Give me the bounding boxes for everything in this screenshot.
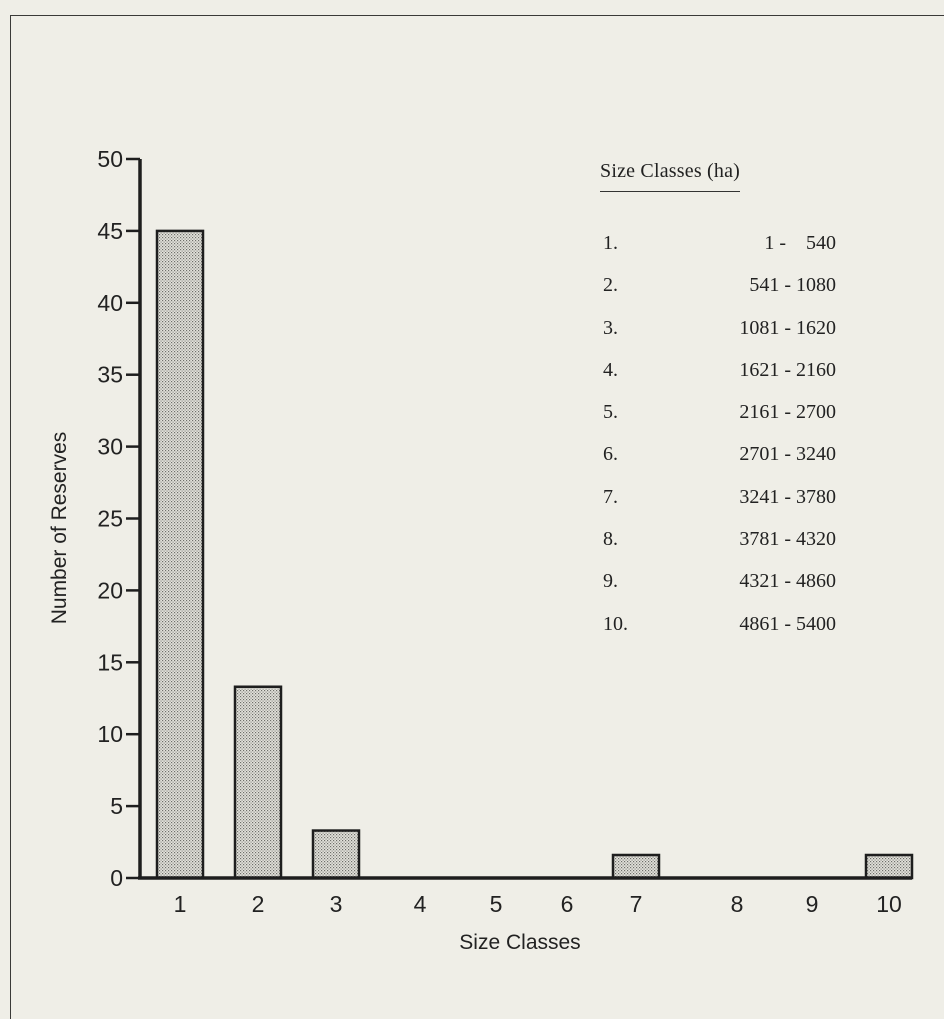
size-class-number: 4. — [603, 358, 618, 381]
y-tick-label: 0 — [110, 865, 123, 891]
size-class-range: 2701 - 3240 — [739, 443, 836, 466]
size-class-number: 5. — [603, 401, 618, 424]
size-class-number: 1. — [603, 232, 618, 254]
bar-class-10 — [864, 853, 914, 880]
bar-class-2 — [233, 685, 283, 880]
size-class-range: 3241 - 3780 — [739, 485, 836, 508]
y-tick-label: 50 — [97, 146, 123, 172]
y-tick-label: 20 — [97, 577, 123, 603]
size-table-row: 7. 3241 - 3780 — [600, 486, 860, 528]
size-table-row: 3. 1081 - 1620 — [600, 317, 860, 359]
x-tick-label: 3 — [330, 891, 343, 917]
x-tick-label: 5 — [490, 891, 503, 917]
size-class-range: 1 - 540 — [764, 232, 836, 254]
x-tick-label: 1 — [174, 891, 187, 917]
bar-class-3 — [311, 829, 361, 880]
x-ticks-group: 1 2 3 4 5 6 7 8 9 10 — [174, 891, 902, 917]
size-classes-table: Size Classes (ha) 1. 1 - 540 2. 541 - 1080 3… — [600, 160, 860, 655]
size-table-rows: 1. 1 - 540 2. 541 - 1080 3. 1081 - 1620 4. 1621… — [600, 232, 860, 655]
y-tick-label: 25 — [97, 506, 123, 532]
size-class-range: 4861 - 5400 — [739, 612, 836, 635]
frame-left-border — [10, 15, 11, 1019]
y-tick-label: 5 — [110, 793, 123, 819]
size-class-number: 6. — [603, 443, 618, 466]
y-tick-label: 35 — [97, 362, 123, 388]
size-class-range: 541 - 1080 — [749, 274, 836, 297]
size-table-row: 9. 4321 - 4860 — [600, 570, 860, 612]
size-table-row: 10. 4861 - 5400 — [600, 613, 860, 655]
y-tick-label: 10 — [97, 721, 123, 747]
y-tick-label: 45 — [97, 218, 123, 244]
size-class-range: 2161 - 2700 — [739, 401, 836, 424]
y-tick-label: 40 — [97, 290, 123, 316]
x-tick-label: 2 — [252, 891, 265, 917]
size-table-row: 2. 541 - 1080 — [600, 274, 860, 316]
size-class-range: 1621 - 2160 — [739, 358, 836, 381]
y-tick-label: 30 — [97, 434, 123, 460]
size-class-range: 3781 - 4320 — [739, 528, 836, 551]
size-table-title: Size Classes (ha) — [600, 160, 741, 192]
size-table-row: 8. 3781 - 4320 — [600, 528, 860, 570]
frame-top-border — [10, 15, 944, 16]
size-table-row: 4. 1621 - 2160 — [600, 359, 860, 401]
size-class-number: 2. — [603, 274, 618, 297]
x-tick-label: 9 — [806, 891, 819, 917]
x-tick-label: 4 — [414, 891, 427, 917]
x-tick-label: 6 — [561, 891, 574, 917]
size-class-number: 10. — [603, 612, 628, 635]
size-class-range: 1081 - 1620 — [739, 316, 836, 339]
size-table-row: 1. 1 - 540 — [600, 232, 860, 274]
bars-group — [155, 229, 914, 880]
size-class-number: 9. — [603, 570, 618, 593]
y-tick-label: 15 — [97, 649, 123, 675]
bar-class-7 — [611, 853, 661, 880]
y-axis-label: Number of Reserves — [48, 432, 71, 625]
x-tick-label: 7 — [630, 891, 643, 917]
y-ticks-group: 0 5 10 15 20 25 30 35 40 45 50 — [97, 146, 140, 891]
size-class-number: 7. — [603, 485, 618, 508]
size-table-row: 6. 2701 - 3240 — [600, 443, 860, 485]
size-class-number: 8. — [603, 528, 618, 551]
size-class-range: 4321 - 4860 — [739, 570, 836, 593]
x-axis-label: Size Classes — [459, 931, 580, 954]
size-table-row: 5. 2161 - 2700 — [600, 401, 860, 443]
x-tick-label: 10 — [876, 891, 902, 917]
x-tick-label: 8 — [731, 891, 744, 917]
bar-class-1 — [155, 229, 205, 880]
size-class-number: 3. — [603, 316, 618, 339]
